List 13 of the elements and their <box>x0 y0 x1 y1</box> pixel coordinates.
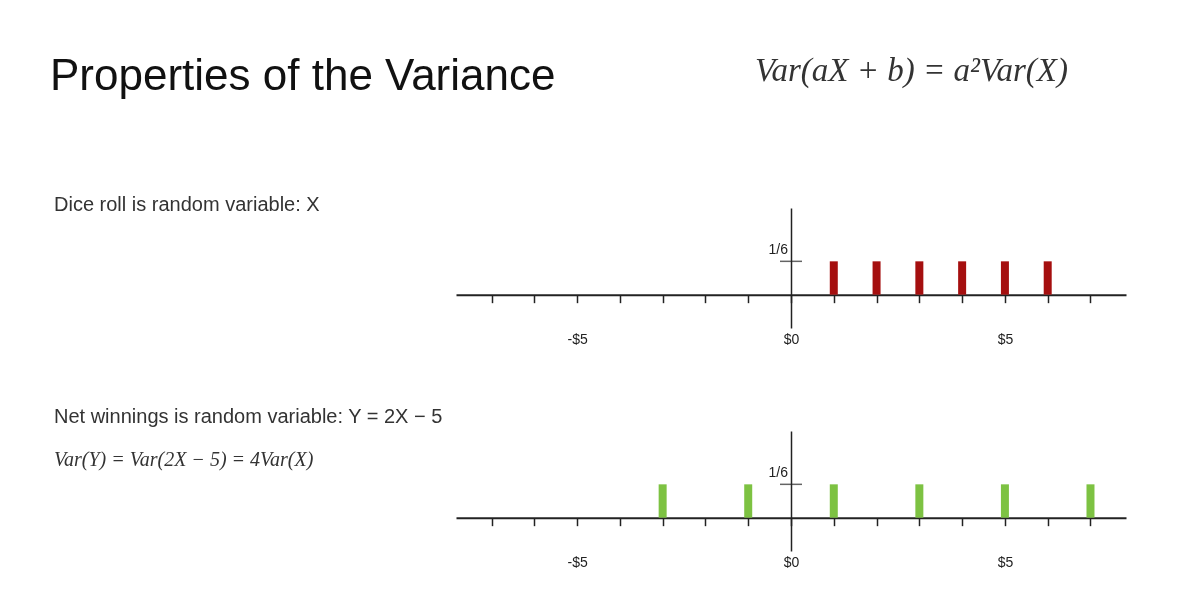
x-tick-label: $5 <box>997 331 1014 348</box>
x-tick-label: -$5 <box>567 554 588 571</box>
x-tick-label: $5 <box>997 554 1014 571</box>
x-tick-label: $0 <box>783 331 800 348</box>
text: Var(Y) = Var(2X − 5) = 4Var(X) <box>54 448 314 471</box>
text: 1/6 <box>768 241 789 258</box>
chart-title: Properties of the Variance <box>50 50 556 100</box>
text: Dice roll is random variable: X <box>54 193 320 216</box>
x-tick-label: $0 <box>783 554 800 571</box>
text: 1/6 <box>768 464 789 481</box>
chart-subtitle: Var(aX + b) = a²Var(X) <box>755 52 1068 89</box>
x-tick-label: -$5 <box>567 331 588 348</box>
text: Net winnings is random variable: Y = 2X − 5 <box>54 405 443 428</box>
